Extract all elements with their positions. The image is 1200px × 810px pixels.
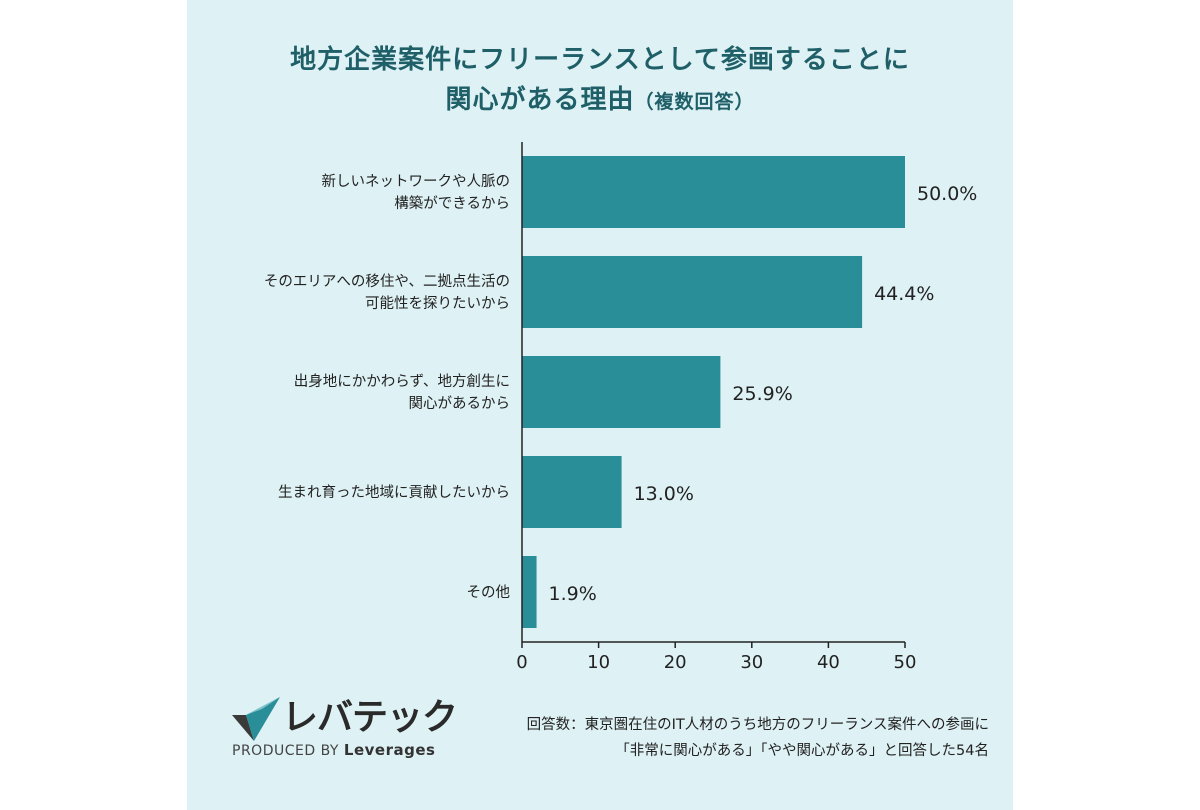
logo-mark-icon [232,697,280,741]
x-tick-label-2: 20 [664,652,687,673]
respondent-note-line-1: 回答数：東京圏在住のIT人材のうち地方のフリーランス案件への参画に [526,717,989,733]
bar-1 [522,256,863,328]
value-label-2: 25.9% [732,383,792,405]
category-label-1-1: 可能性を探りたいから [365,295,510,312]
chart-title: 地方企業案件にフリーランスとして参画することに 関心がある理由（複数回答） [187,40,1013,122]
bar-4 [522,556,537,628]
title-line-2: 関心がある理由（複数回答） [187,80,1013,122]
category-label-4-0: その他 [467,584,511,601]
bar-2 [522,356,721,428]
category-label-2-1: 関心があるから [409,395,511,412]
x-tick-label-4: 40 [817,652,840,673]
category-label-2-0: 出身地にかかわらず、地方創生に [294,373,510,390]
respondent-note-line-2: 「非常に関心がある」「やや関心がある」と回答した54名 [615,743,989,759]
title-line-1: 地方企業案件にフリーランスとして参画することに [290,45,910,75]
x-tick-label-3: 30 [740,652,763,673]
category-label-0-0: 新しいネットワークや人脈の [322,173,511,190]
category-label-0-1: 構築ができるから [394,194,510,212]
bar-0 [522,156,905,228]
value-label-3: 13.0% [634,483,694,505]
title-line-2-main: 関心がある理由 [445,85,635,115]
category-label-1-0: そのエリアへの移住や、二拠点生活の [264,273,510,290]
leverages-logo: レバテック PRODUCED BY Leverages [232,695,462,765]
value-label-1: 44.4% [874,283,934,305]
respondent-note: 回答数：東京圏在住のIT人材のうち地方のフリーランス案件への参画に 「非常に関心… [469,712,989,764]
bar-3 [522,456,622,528]
logo-wordmark: レバテック [282,697,458,738]
category-label-3-0: 生まれ育った地域に貢献したいから [278,484,510,501]
value-label-0: 50.0% [917,183,977,205]
x-tick-label-0: 0 [516,652,527,673]
logo-produced-by: PRODUCED BY Leverages [232,741,435,759]
chart-panel: 地方企業案件にフリーランスとして参画することに 関心がある理由（複数回答） 50… [187,0,1013,810]
x-tick-label-5: 50 [894,652,917,673]
produced-by-company: Leverages [343,741,436,759]
produced-by-label: PRODUCED BY [232,743,339,759]
title-line-2-suffix: （複数回答） [634,91,755,113]
value-label-4: 1.9% [549,583,597,605]
x-tick-label-1: 10 [587,652,610,673]
